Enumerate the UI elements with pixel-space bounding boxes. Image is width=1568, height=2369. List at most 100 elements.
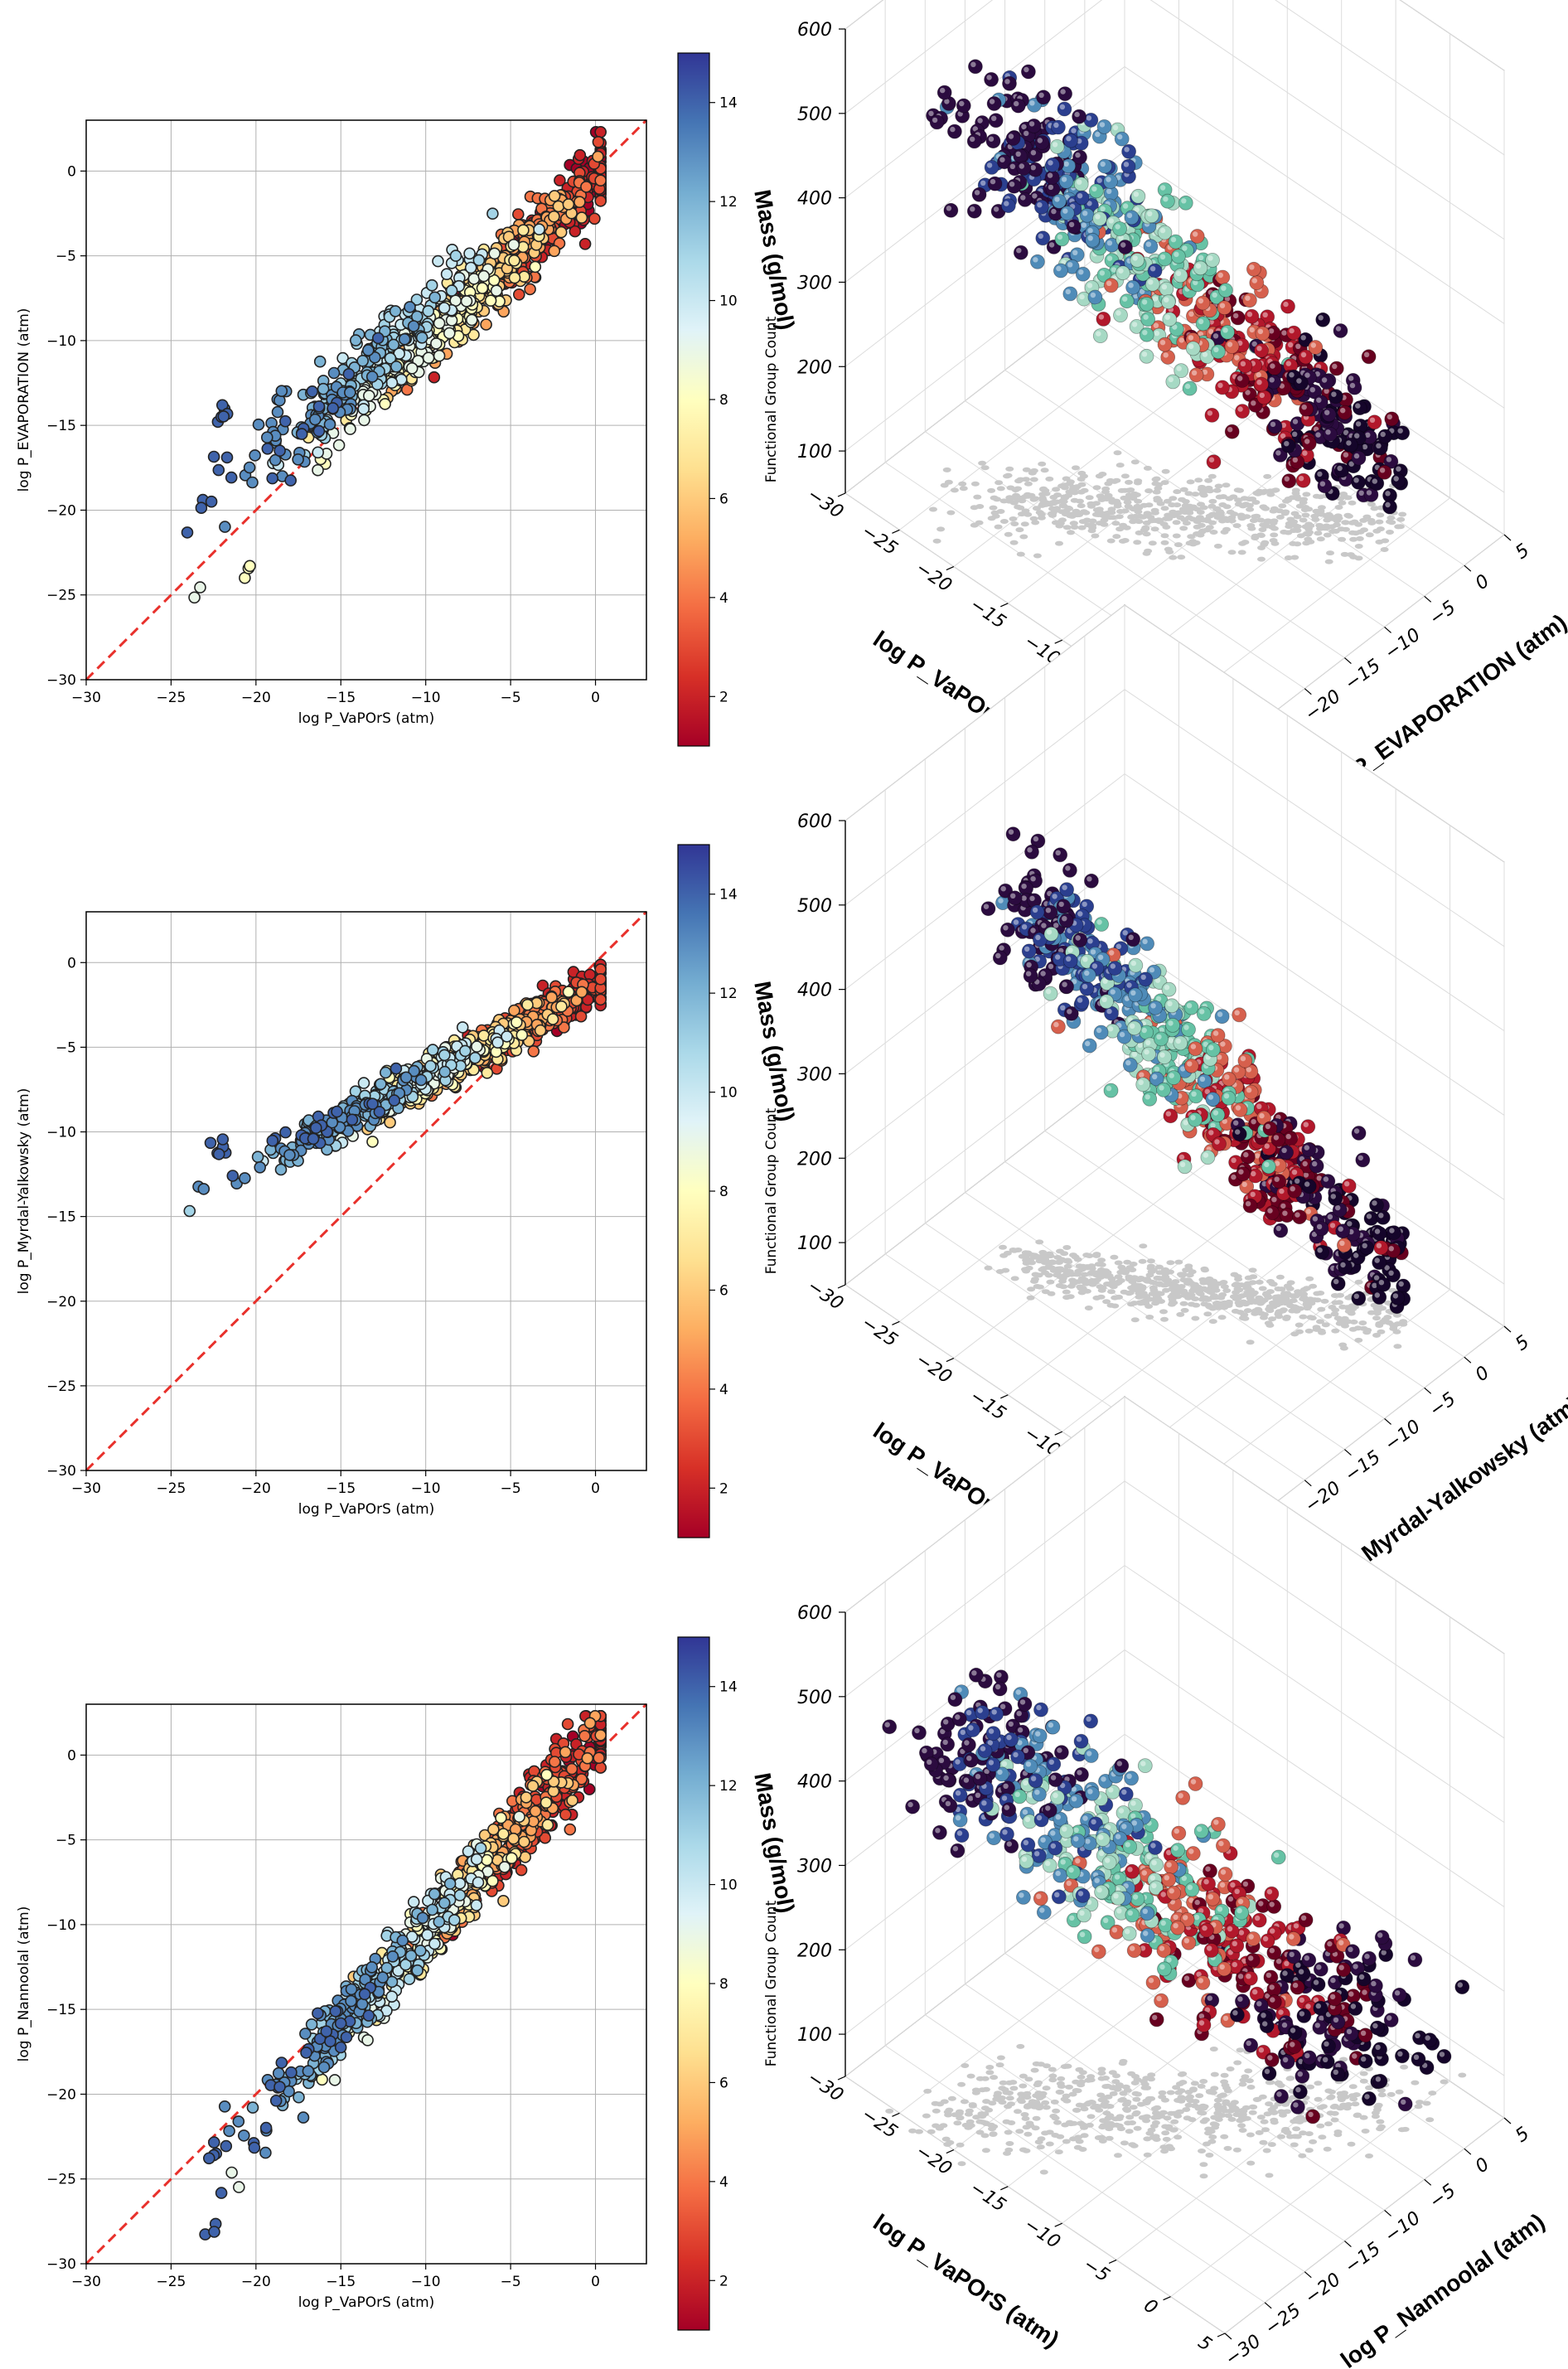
data-sphere — [1103, 278, 1119, 293]
data-sphere — [1005, 826, 1021, 842]
data-point — [594, 963, 607, 976]
projection-point — [1367, 520, 1377, 526]
data-point — [458, 1044, 472, 1058]
data-sphere — [1026, 118, 1042, 133]
projection-point — [1268, 1316, 1276, 1322]
data-point — [279, 1126, 292, 1139]
data-point — [366, 1097, 379, 1110]
projection-point — [1299, 1314, 1308, 1320]
sphere-highlight — [1355, 421, 1362, 427]
data-sphere — [1075, 266, 1091, 282]
projection-point — [1243, 1308, 1252, 1314]
sphere-highlight — [1354, 433, 1360, 438]
projection-point — [1110, 1254, 1119, 1260]
projection-point — [975, 520, 984, 526]
data-sphere — [1087, 289, 1103, 305]
sphere-highlight — [1246, 312, 1253, 317]
projection-point — [975, 504, 985, 509]
scatter-panel-evaporation: −30 −25 −20 −15 −10 −5 0−30−25−20−15−10−50log … — [16, 52, 780, 747]
data-sphere — [1143, 239, 1159, 254]
x-tick-label: −30 — [71, 1480, 101, 1497]
projection-point — [1304, 526, 1313, 531]
colorbar-label: Functional Group Count — [763, 1107, 780, 1274]
data-sphere — [1007, 890, 1023, 906]
projection-point — [1179, 526, 1188, 531]
data-point — [312, 446, 325, 459]
projection-point — [1039, 486, 1048, 492]
sphere-highlight — [1115, 224, 1120, 230]
data-sphere — [1005, 131, 1021, 146]
projection-point — [1057, 509, 1067, 515]
sphere-highlight — [1033, 257, 1038, 263]
projection-point — [1114, 1260, 1123, 1266]
projection-point — [1343, 1319, 1353, 1325]
projection-point — [1260, 1311, 1269, 1317]
data-point — [569, 225, 582, 238]
projection-point — [1022, 477, 1030, 482]
projection-point — [1046, 1279, 1055, 1285]
data-sphere — [1120, 158, 1136, 174]
projection-point — [1059, 1284, 1068, 1290]
projection-point — [1229, 494, 1238, 500]
data-point — [312, 424, 326, 438]
projection-point — [996, 486, 1005, 492]
projection-point — [1116, 463, 1125, 468]
sphere-highlight — [1149, 266, 1156, 272]
sphere-highlight — [1300, 335, 1306, 341]
sphere-highlight — [1178, 337, 1184, 343]
projection-point — [1115, 1294, 1123, 1300]
projection-point — [1398, 511, 1407, 517]
data-point — [529, 260, 542, 274]
projection-point — [1136, 1276, 1145, 1281]
data-point — [575, 211, 588, 224]
projection-point — [1278, 503, 1287, 509]
sphere-highlight — [1029, 100, 1035, 106]
data-point — [491, 1036, 504, 1049]
y-tick-label: −20 — [46, 502, 76, 519]
sphere-highlight — [1078, 269, 1084, 275]
data-point — [594, 195, 607, 207]
projection-point — [1030, 1252, 1039, 1258]
sphere-highlight — [1222, 327, 1228, 333]
x-tick-label: −5 — [501, 1480, 521, 1497]
colorbar-tick-label: 12 — [719, 194, 738, 211]
data-point — [472, 254, 486, 267]
projection-point — [1005, 466, 1014, 472]
data-point — [552, 200, 565, 213]
data-sphere — [1280, 298, 1295, 314]
data-point — [521, 998, 534, 1011]
projection-point — [1047, 1291, 1056, 1296]
projection-point — [1359, 517, 1368, 523]
projection-point — [1244, 1275, 1253, 1281]
data-sphere — [971, 187, 987, 202]
projection-point — [1009, 516, 1018, 521]
data-sphere — [1244, 308, 1260, 324]
data-sphere — [1367, 414, 1382, 430]
sphere-highlight — [1082, 901, 1087, 908]
projection-point — [1211, 1285, 1219, 1290]
data-sphere — [1235, 404, 1250, 419]
projection-point — [1024, 511, 1033, 517]
projection-point — [1285, 1286, 1295, 1291]
sphere-highlight — [1037, 138, 1043, 143]
sphere-highlight — [1024, 130, 1029, 137]
sphere-highlight — [1108, 218, 1115, 224]
projection-point — [1191, 1315, 1200, 1321]
sphere-highlight — [990, 178, 996, 185]
projection-point — [1221, 516, 1230, 521]
projection-point — [1125, 1276, 1134, 1281]
sphere-highlight — [1024, 66, 1029, 73]
sphere-highlight — [928, 110, 934, 117]
projection-point — [1176, 1311, 1185, 1317]
data-sphere — [1053, 263, 1068, 279]
data-sphere — [1295, 472, 1311, 488]
projection-point — [1139, 1243, 1148, 1249]
projection-point — [1037, 1256, 1046, 1262]
data-point — [456, 1021, 469, 1034]
projection-point — [1289, 540, 1298, 546]
data-sphere — [1220, 324, 1235, 340]
data-point — [197, 1183, 211, 1195]
data-point — [357, 1077, 370, 1089]
data-sphere — [1319, 375, 1334, 390]
data-sphere — [1140, 312, 1155, 327]
